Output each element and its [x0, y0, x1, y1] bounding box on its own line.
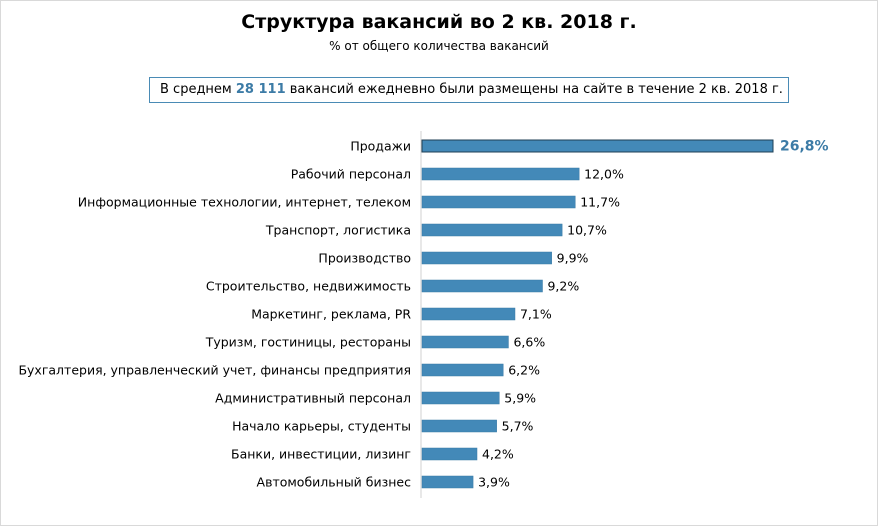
bar	[421, 167, 580, 181]
category-label: Начало карьеры, студенты	[232, 419, 411, 434]
data-label: 9,9%	[557, 251, 589, 266]
category-label: Производство	[318, 251, 411, 266]
category-label: Транспорт, логистика	[265, 223, 411, 238]
category-label: Маркетинг, реклама, PR	[251, 307, 411, 322]
data-label: 9,2%	[547, 279, 579, 294]
bar	[421, 223, 563, 237]
category-label: Автомобильный бизнес	[257, 475, 412, 490]
bar	[421, 391, 500, 405]
category-label: Туризм, гостиницы, рестораны	[205, 335, 411, 350]
category-label: Банки, инвестиции, лизинг	[231, 447, 411, 462]
chart-title: Структура вакансий во 2 кв. 2018 г.	[241, 11, 637, 33]
data-label: 26,8%	[780, 139, 829, 155]
data-label: 12,0%	[584, 167, 624, 182]
data-label: 10,7%	[567, 223, 607, 238]
data-label: 6,2%	[508, 363, 540, 378]
bar	[421, 195, 576, 209]
bar	[421, 335, 509, 349]
data-label: 4,2%	[482, 447, 514, 462]
data-label: 5,7%	[502, 419, 534, 434]
bar	[421, 475, 474, 489]
data-label: 7,1%	[520, 307, 552, 322]
bar	[421, 307, 516, 321]
data-label: 11,7%	[580, 195, 620, 210]
category-label: Административный персонал	[215, 391, 411, 406]
annotation-after: вакансий ежедневно были размещены на сай…	[285, 82, 783, 97]
category-label: Бухгалтерия, управленческий учет, финанс…	[18, 363, 411, 378]
bar	[421, 363, 504, 377]
bar	[421, 419, 497, 433]
category-label: Рабочий персонал	[291, 167, 411, 182]
category-label: Строительство, недвижимость	[206, 279, 411, 294]
data-label: 3,9%	[478, 475, 510, 490]
bar	[421, 251, 552, 265]
chart-subtitle: % от общего количества вакансий	[329, 39, 549, 53]
category-label: Продажи	[350, 139, 411, 154]
data-label: 5,9%	[504, 391, 536, 406]
bar	[421, 447, 478, 461]
data-label: 6,6%	[513, 335, 545, 350]
annotation-before: В среднем	[160, 82, 236, 97]
bar	[421, 139, 774, 153]
annotation-number: 28 111	[235, 82, 286, 97]
category-label: Информационные технологии, интернет, тел…	[78, 195, 411, 210]
annotation-box: В среднем 28 111 вакансий ежедневно были…	[149, 77, 789, 103]
bar	[421, 279, 543, 293]
